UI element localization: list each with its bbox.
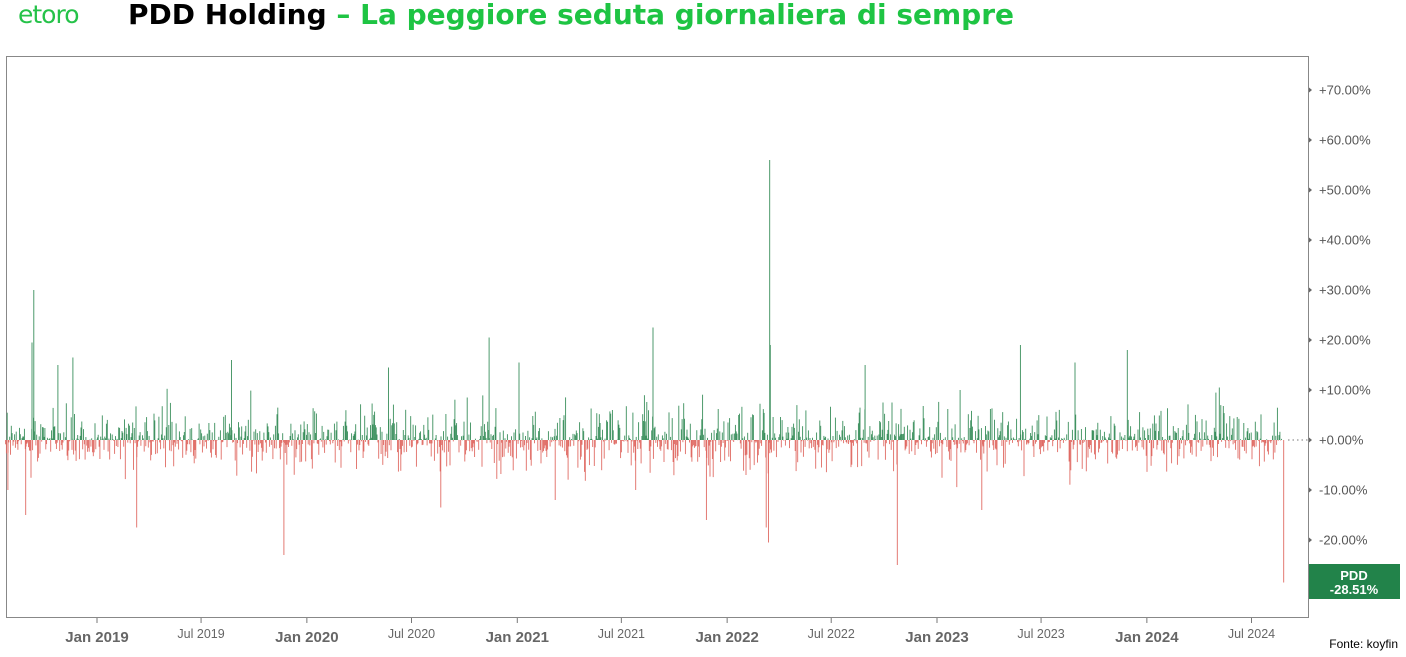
x-tick-label: Jan 2019 — [65, 629, 128, 646]
x-tick-label: Jul 2023 — [1017, 627, 1064, 641]
title-subtitle: – La peggiore seduta giornaliera di semp… — [326, 0, 1014, 31]
y-tick-mark — [1309, 487, 1312, 493]
last-value-name: PDD — [1340, 568, 1367, 583]
y-tick-label: +30.00% — [1319, 283, 1371, 298]
y-tick-label: +40.00% — [1319, 233, 1371, 248]
x-tick-label: Jul 2020 — [388, 627, 435, 641]
y-tick-mark — [1309, 137, 1312, 143]
x-tick-label: Jul 2022 — [808, 627, 855, 641]
y-tick-mark — [1309, 237, 1312, 243]
x-tick-label: Jul 2019 — [177, 627, 224, 641]
x-tick-label: Jul 2021 — [598, 627, 645, 641]
y-tick-label: +20.00% — [1319, 333, 1371, 348]
last-value-label: PDD -28.51% — [1309, 564, 1400, 599]
source-note: Fonte: koyfin — [1329, 637, 1398, 651]
y-tick-mark — [1309, 537, 1312, 543]
y-tick-label: -10.00% — [1319, 483, 1368, 498]
title-main: PDD Holding — [128, 0, 327, 31]
y-tick-label: -20.00% — [1319, 533, 1368, 548]
x-tick-label: Jul 2024 — [1228, 627, 1275, 641]
etoro-logo: etoro — [18, 0, 80, 29]
x-tick-label: Jan 2024 — [1115, 629, 1179, 646]
x-tick-label: Jan 2021 — [486, 629, 549, 646]
y-tick-mark — [1309, 387, 1312, 393]
y-tick-mark — [1309, 437, 1312, 443]
y-tick-label: +60.00% — [1319, 133, 1371, 148]
last-value-value: -28.51% — [1330, 582, 1379, 597]
y-tick-label: +70.00% — [1319, 83, 1371, 98]
y-axis: +70.00% +60.00% +50.00% +40.00% +30.00% +20.0… — [1309, 83, 1371, 548]
y-tick-mark — [1309, 337, 1312, 343]
chart-title: PDD Holding – La peggiore seduta giornal… — [128, 0, 1014, 31]
y-tick-mark — [1309, 87, 1312, 93]
y-tick-label: +50.00% — [1319, 183, 1371, 198]
y-tick-mark — [1309, 287, 1312, 293]
y-tick-label: +0.00% — [1319, 433, 1364, 448]
x-tick-label: Jan 2022 — [695, 629, 758, 646]
y-tick-label: +10.00% — [1319, 383, 1371, 398]
plot-frame — [6, 56, 1309, 618]
x-tick-label: Jan 2023 — [905, 629, 968, 646]
y-tick-mark — [1309, 187, 1312, 193]
bars-group — [5, 160, 1285, 583]
x-tick-label: Jan 2020 — [275, 629, 338, 646]
x-axis: Jan 2019 Jul 2019 Jan 2020 Jul 2020 Jan 2021… — [65, 618, 1275, 646]
